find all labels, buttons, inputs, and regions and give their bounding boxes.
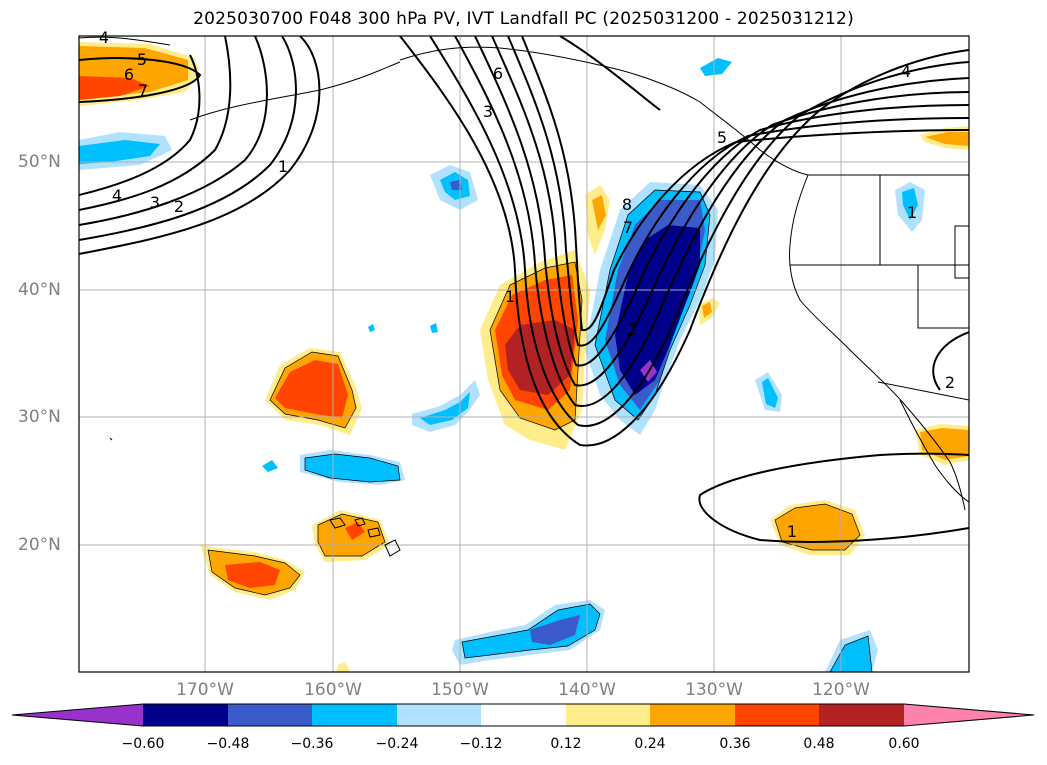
contour-label: 2 [626,320,638,339]
graticule [79,36,969,672]
colorbar-cell [566,704,650,726]
map-title: 2025030700 F048 300 hPa PV, IVT Landfall… [193,9,854,29]
colorbar-cell [12,704,143,726]
colorbar-tick: −0.60 [121,736,165,752]
colorbar-tick: −0.12 [459,736,503,752]
colorbar-tick: 0.48 [803,736,835,752]
lon-label-120w: 120°W [812,680,870,700]
contour-label: 6 [492,64,504,83]
contour-label: 1 [277,157,289,176]
contour-label: 4 [111,186,123,205]
lat-label-30n: 30°N [18,407,61,427]
contour-label: 2 [944,373,956,392]
lon-label-130w: 130°W [685,680,743,700]
colorbar-cell [904,704,1034,726]
colorbar-cell [143,704,228,726]
colorbar-cell [819,704,904,726]
contour-label: 1 [906,203,918,222]
lon-label-150w: 150°W [431,680,489,700]
contour-label: 8 [621,195,633,214]
colorbar-tick: −0.36 [290,736,334,752]
colorbar-cell [481,704,566,726]
contour-label: 7 [622,218,634,237]
lat-label-40n: 40°N [18,280,61,300]
coastlines [79,36,969,557]
lat-label-50n: 50°N [18,152,61,172]
ivt-contours [79,36,969,543]
colorbar-cell [228,704,312,726]
contour-label: 6 [123,65,135,84]
colorbar-cell [312,704,397,726]
lon-label-170w: 170°W [176,680,234,700]
contour-label: 4 [98,28,110,47]
lon-label-160w: 160°W [304,680,362,700]
colorbar-outline [11,703,1035,727]
colorbar-tick: 0.36 [719,736,751,752]
contour-label: 4 [900,62,912,81]
contour-label: 1 [504,287,516,306]
contour-label: 5 [716,128,728,147]
colorbar-tick: 0.12 [550,736,582,752]
colorbar-cell [397,704,481,726]
pv-outline-contours [207,189,873,672]
lon-label-140w: 140°W [558,680,616,700]
contour-label: 7 [137,81,149,100]
colorbar-tick: −0.48 [206,736,250,752]
colorbar-cell [650,704,735,726]
contour-label: 3 [482,102,494,121]
plot-frame [78,35,970,673]
colorbar-cell [735,704,819,726]
contour-label: 1 [786,522,798,541]
contour-label: 2 [173,197,185,216]
colorbar-tick: 0.60 [888,736,920,752]
contour-label: 5 [136,50,148,69]
colorbar-tick: 0.24 [634,736,666,752]
lat-label-20n: 20°N [18,535,61,555]
contour-label: 3 [149,193,161,212]
colorbar-tick: −0.24 [375,736,419,752]
